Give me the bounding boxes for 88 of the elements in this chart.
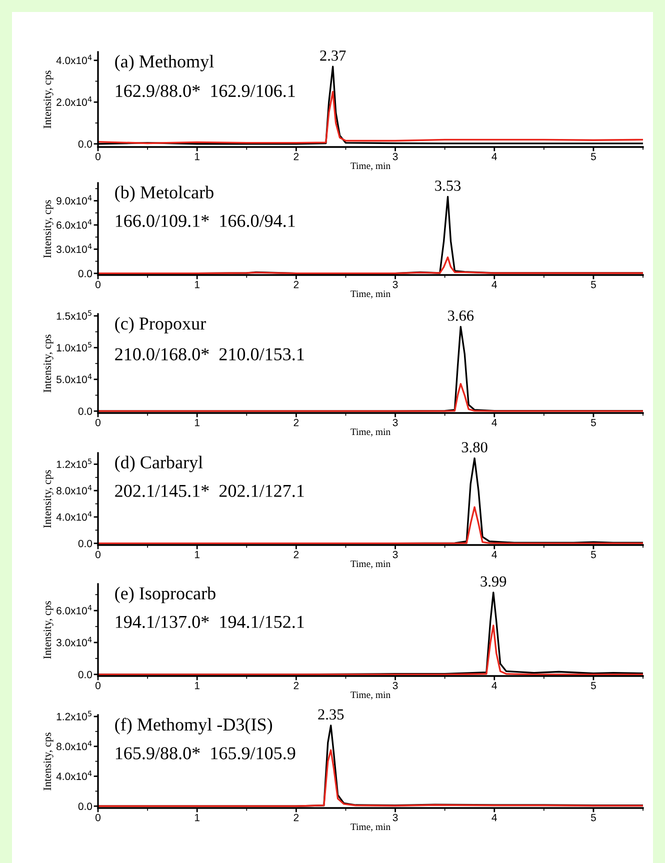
x-tick-label: 4 bbox=[492, 418, 497, 426]
y-axis-title: Intensity, cps bbox=[44, 334, 54, 392]
x-axis-title: Time, min bbox=[350, 428, 390, 437]
text: 162.9/88.0* 162.9/106.1 bbox=[116, 84, 295, 98]
text: 165.9/88.0* 165.9/105.9 bbox=[116, 747, 296, 760]
x-axis-title: Time, min bbox=[350, 560, 390, 569]
x-tick-label: 0 bbox=[96, 152, 100, 160]
x-tick-label: 3 bbox=[392, 152, 398, 160]
annotation: 3.53 bbox=[435, 180, 461, 191]
x-axis-title: Time, min bbox=[350, 824, 390, 832]
x-tick-label: 2 bbox=[294, 418, 299, 426]
x-tick-label: 1 bbox=[194, 814, 200, 822]
x-tick-label: 5 bbox=[590, 682, 596, 690]
x-tick-label: 5 bbox=[590, 814, 596, 822]
annotation: 3.80 bbox=[462, 442, 488, 452]
annotation: 2.37 bbox=[320, 50, 346, 61]
x-axis-title: Time, min bbox=[350, 692, 390, 700]
text: 194.1/137.0* 194.1/152.1 bbox=[116, 616, 304, 628]
x-tick-label: 4 bbox=[492, 152, 497, 160]
x-tick-label: 4 bbox=[492, 280, 497, 288]
y-tick-label: 6.0x10$^{4}$ bbox=[56, 604, 92, 614]
x-tick-label: 3 bbox=[392, 418, 398, 426]
chart-title: (b) Metolcarb bbox=[115, 186, 214, 202]
y-tick-label: 8.0x10$^{4}$ bbox=[56, 484, 92, 494]
y-tick-label: 3.0x10$^{4}$ bbox=[56, 244, 92, 253]
y-tick-label: 8.0x10$^{4}$ bbox=[56, 740, 92, 750]
chart-title: (d) Carbaryl bbox=[115, 456, 203, 472]
x-tick-label: 0 bbox=[96, 814, 100, 822]
y-tick-label: 1.2x10$^{5}$ bbox=[56, 710, 92, 720]
y-tick-label: 1.2x10$^{5}$ bbox=[56, 458, 92, 468]
x-tick-label: 2 bbox=[294, 550, 299, 558]
annotation: 2.35 bbox=[318, 709, 344, 720]
y-tick-label: 1.0x10$^{5}$ bbox=[56, 342, 92, 352]
x-tick-label: 3 bbox=[392, 682, 398, 690]
y-axis-title: Intensity, cps bbox=[44, 470, 54, 528]
y-tick-label: 4.0x10$^{4}$ bbox=[56, 511, 92, 521]
chart-title: (a) Methomyl bbox=[115, 54, 214, 72]
y-tick-label: 0.0 bbox=[78, 140, 92, 148]
text: 202.1/145.1* 202.1/127.1 bbox=[115, 484, 304, 498]
x-tick-label: 0 bbox=[96, 682, 100, 690]
y-tick-label: 1.5x10$^{5}$ bbox=[56, 310, 92, 320]
x-tick-label: 0 bbox=[96, 550, 100, 558]
x-tick-label: 5 bbox=[590, 152, 596, 160]
y-tick-label: 0.0 bbox=[78, 408, 92, 415]
y-tick-label: 0.0 bbox=[78, 802, 92, 810]
x-tick-label: 1 bbox=[194, 418, 200, 426]
x-tick-label: 0 bbox=[96, 418, 100, 426]
x-tick-label: 3 bbox=[392, 550, 398, 558]
x-tick-label: 4 bbox=[492, 550, 497, 558]
chart-title: (c) Propoxur bbox=[115, 316, 206, 334]
x-tick-label: 3 bbox=[392, 814, 398, 822]
annotation: 3.99 bbox=[480, 576, 506, 587]
chart-title: (e) Isoprocarb bbox=[115, 586, 216, 604]
y-axis-title: Intensity, cps bbox=[44, 732, 54, 790]
x-tick-label: 1 bbox=[194, 550, 200, 558]
y-axis-title: Intensity, cps bbox=[44, 70, 54, 128]
y-axis-title: Intensity, cps bbox=[44, 200, 54, 258]
x-tick-label: 0 bbox=[96, 280, 100, 288]
y-tick-label: 0.0 bbox=[78, 540, 92, 548]
text: 166.0/109.1* 166.0/94.1 bbox=[116, 214, 295, 228]
x-tick-label: 3 bbox=[392, 280, 398, 288]
text: 210.0/168.0* 210.0/153.1 bbox=[115, 348, 304, 360]
x-tick-label: 4 bbox=[492, 814, 497, 822]
y-tick-label: 9.0x10$^{4}$ bbox=[56, 195, 92, 205]
x-tick-label: 1 bbox=[194, 152, 200, 160]
y-tick-label: 3.0x10$^{4}$ bbox=[56, 636, 92, 646]
x-axis-title: Time, min bbox=[350, 290, 390, 299]
x-axis-title: Time, min bbox=[350, 162, 390, 171]
x-tick-label: 2 bbox=[294, 152, 299, 160]
x-tick-label: 2 bbox=[294, 682, 299, 690]
y-axis-title: Intensity, cps bbox=[44, 601, 54, 659]
x-tick-label: 1 bbox=[194, 682, 200, 690]
annotation: 3.66 bbox=[448, 310, 474, 321]
x-tick-label: 2 bbox=[294, 814, 299, 822]
x-tick-label: 5 bbox=[590, 418, 596, 426]
y-tick-label: 6.0x10$^{4}$ bbox=[56, 219, 92, 229]
y-tick-label: 5.0x10$^{4}$ bbox=[56, 374, 92, 384]
x-tick-label: 5 bbox=[590, 280, 596, 288]
y-tick-label: 4.0x10$^{4}$ bbox=[56, 54, 92, 64]
y-tick-label: 4.0x10$^{4}$ bbox=[56, 770, 92, 780]
x-tick-label: 4 bbox=[492, 682, 497, 690]
x-tick-label: 5 bbox=[590, 550, 596, 558]
chart-title: (f) Methomyl -D3(IS) bbox=[115, 718, 272, 734]
x-tick-label: 2 bbox=[294, 280, 299, 288]
y-tick-label: 0.0 bbox=[78, 670, 92, 678]
x-tick-label: 1 bbox=[194, 280, 200, 288]
y-tick-label: 2.0x10$^{4}$ bbox=[56, 96, 92, 106]
y-tick-label: 0.0 bbox=[78, 270, 92, 278]
